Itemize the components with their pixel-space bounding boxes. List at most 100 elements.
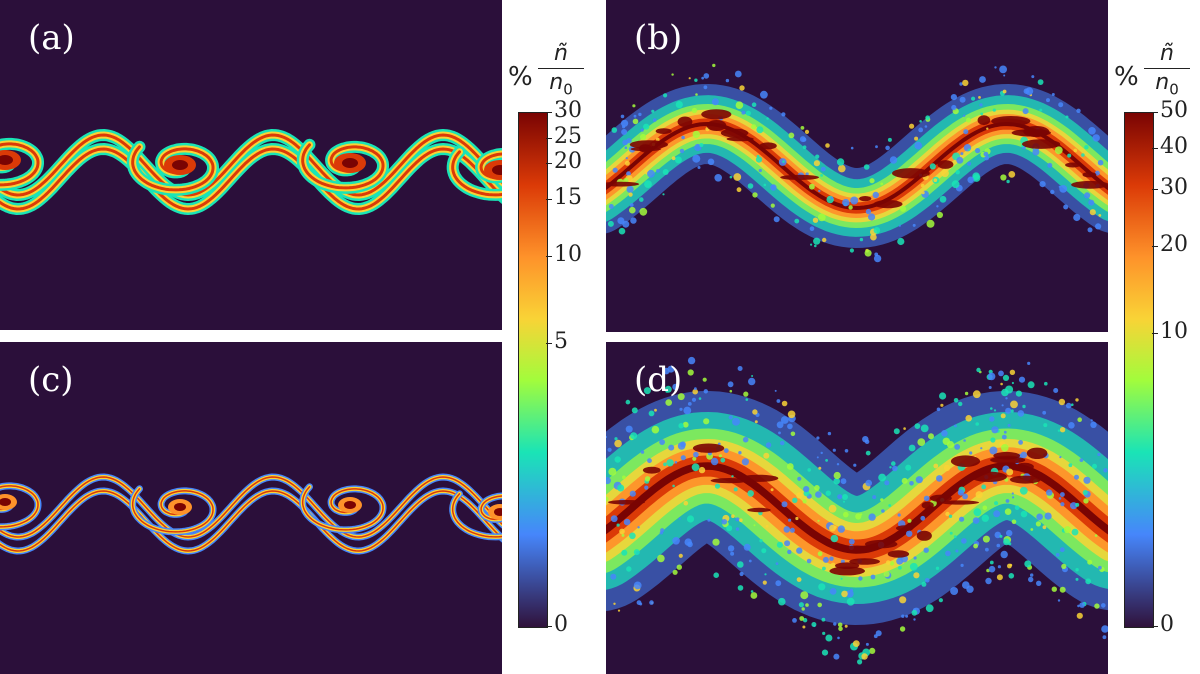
turbulent-speckle (652, 118, 657, 122)
turbulent-speckle (707, 158, 715, 166)
turbulent-speckle (698, 466, 706, 474)
turbulent-speckle (956, 156, 964, 164)
turbulent-speckle (1076, 612, 1083, 619)
turbulent-speckle (899, 596, 907, 604)
turbulent-speckle (703, 389, 708, 394)
turbulent-speckle (1020, 510, 1028, 518)
vortex-core (494, 508, 502, 516)
turbulent-speckle (613, 602, 616, 605)
turbulent-speckle (1055, 553, 1060, 557)
turbulent-speckle (964, 391, 969, 396)
turbulent-speckle (1000, 174, 1007, 181)
turbulent-speckle (1060, 492, 1065, 497)
turbulent-speckle (833, 471, 841, 480)
turbulent-speckle (842, 198, 850, 207)
turbulent-speckle (829, 524, 836, 532)
turbulent-speckle (742, 436, 749, 443)
turbulent-speckle (870, 574, 876, 580)
turbulent-speckle (873, 227, 881, 234)
turbulent-speckle (806, 558, 812, 564)
turbulent-speckle (677, 442, 686, 450)
turbulent-speckle (732, 417, 740, 426)
turbulent-filament (720, 128, 749, 138)
turbulent-speckle (678, 517, 681, 520)
turbulent-speckle (912, 223, 916, 227)
colorbar-left-gradient (518, 112, 548, 628)
colorbar-left-label: % ñ n0 (508, 40, 604, 100)
turbulent-speckle (981, 514, 989, 522)
turbulent-speckle (693, 451, 699, 458)
turbulent-filament (642, 466, 661, 474)
turbulent-speckle (626, 138, 632, 144)
turbulent-speckle (607, 447, 612, 452)
turbulent-speckle (692, 456, 697, 461)
vortex-core (0, 498, 11, 506)
turbulent-speckle (1046, 489, 1053, 496)
turbulent-speckle (1092, 463, 1097, 469)
colorbar-right-numerator: ñ (1160, 41, 1174, 66)
turbulent-speckle (1018, 376, 1026, 383)
turbulent-speckle (843, 500, 845, 503)
turbulent-filament (929, 494, 952, 502)
turbulent-speckle (861, 653, 868, 660)
turbulent-speckle (1000, 413, 1006, 419)
turbulent-speckle (1037, 79, 1044, 85)
turbulent-speckle (914, 136, 919, 141)
turbulent-filament (829, 566, 865, 576)
turbulent-speckle (735, 527, 740, 531)
turbulent-speckle (975, 148, 981, 154)
turbulent-speckle (1089, 209, 1096, 216)
turbulent-speckle (628, 192, 633, 197)
turbulent-speckle (1042, 525, 1047, 530)
turbulent-speckle (951, 104, 957, 111)
turbulent-speckle (833, 653, 840, 660)
turbulent-speckle (809, 183, 815, 190)
turbulent-speckle (799, 136, 806, 143)
panel-a-label: (a) (28, 18, 75, 58)
turbulent-speckle (737, 366, 743, 371)
turbulent-speckle (614, 456, 621, 463)
colorbar-tick-label: 0 (554, 612, 568, 637)
turbulent-filament (747, 507, 771, 513)
panel-a-heatmap: (a) (0, 0, 502, 330)
turbulent-speckle (631, 407, 638, 414)
turbulent-speckle (939, 195, 947, 203)
turbulent-speckle (701, 76, 705, 80)
turbulent-speckle (711, 98, 719, 106)
turbulent-speckle (817, 602, 822, 608)
turbulent-speckle (913, 572, 920, 579)
turbulent-speckle (622, 220, 630, 228)
turbulent-speckle (1070, 502, 1078, 510)
turbulent-speckle (796, 547, 803, 554)
turbulent-speckle (606, 477, 611, 485)
turbulent-speckle (1054, 146, 1063, 155)
turbulent-speckle (994, 501, 999, 506)
turbulent-speckle (990, 437, 996, 443)
turbulent-speckle (776, 421, 784, 429)
turbulent-speckle (983, 151, 989, 157)
turbulent-speckle (1074, 474, 1079, 480)
turbulent-speckle (929, 163, 936, 170)
turbulent-speckle (766, 117, 769, 120)
turbulent-speckle (1006, 179, 1010, 184)
turbulent-speckle (678, 553, 683, 558)
turbulent-speckle (913, 556, 917, 560)
turbulent-speckle (644, 485, 649, 490)
turbulent-speckle (1030, 528, 1034, 531)
turbulent-speckle (617, 484, 625, 492)
turbulent-speckle (918, 127, 924, 133)
turbulent-speckle (936, 211, 943, 219)
turbulent-filament (937, 160, 954, 169)
turbulent-speckle (643, 387, 651, 395)
turbulent-speckle (1018, 440, 1023, 445)
colorbar-tick-mark (546, 199, 552, 201)
turbulent-speckle (865, 450, 871, 456)
turbulent-filament (939, 500, 980, 505)
turbulent-speckle (924, 125, 928, 128)
colorbar-tick-label: 40 (1160, 133, 1188, 159)
colorbar-tick-label: 20 (1160, 231, 1188, 257)
turbulent-speckle (617, 217, 625, 225)
turbulent-speckle (1058, 497, 1062, 500)
colorbar-tick-mark (1152, 333, 1158, 335)
turbulent-filament (710, 478, 748, 484)
